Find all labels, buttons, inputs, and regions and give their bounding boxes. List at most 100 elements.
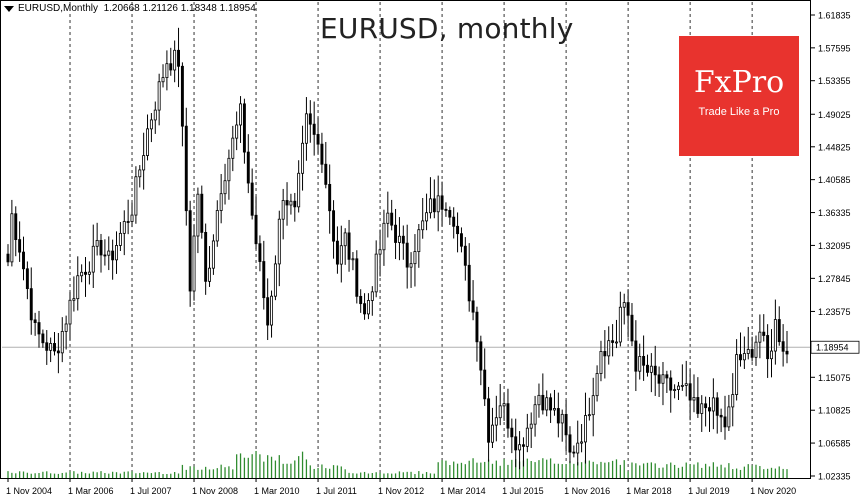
candle-body bbox=[580, 441, 584, 444]
candle-body bbox=[332, 210, 336, 242]
candle-body bbox=[87, 271, 91, 275]
candle-body bbox=[498, 405, 502, 419]
candle-body bbox=[29, 288, 33, 321]
candle-body bbox=[84, 271, 87, 275]
candle-body bbox=[677, 385, 680, 390]
symbol-info: EURUSD,Monthly 1.20668 1.21126 1.18348 1… bbox=[18, 3, 256, 14]
candle-body bbox=[510, 427, 514, 438]
candle-body bbox=[254, 214, 258, 245]
candle-body bbox=[669, 377, 673, 391]
candle-body bbox=[626, 302, 630, 316]
candle-body bbox=[545, 397, 549, 411]
candle-body bbox=[68, 299, 72, 325]
x-tick-label: 1 Jul 2019 bbox=[688, 486, 730, 496]
y-tick-label: 1.15075 bbox=[818, 373, 851, 383]
candle-body bbox=[277, 218, 281, 265]
candle-body bbox=[421, 220, 425, 231]
candle-body bbox=[521, 444, 525, 447]
candle-body bbox=[587, 414, 591, 417]
candle-body bbox=[215, 210, 219, 242]
candle-body bbox=[754, 341, 758, 358]
candle-body bbox=[723, 416, 727, 428]
candle-body bbox=[41, 333, 45, 344]
logo-tagline: Trade Like a Pro bbox=[698, 106, 780, 118]
candle-body bbox=[227, 157, 231, 182]
candle-body bbox=[165, 63, 169, 79]
candle-body bbox=[56, 350, 60, 354]
candle-body bbox=[231, 137, 235, 159]
candle-body bbox=[661, 374, 665, 384]
candle-body bbox=[146, 128, 149, 156]
x-tick-label: 1 Mar 2014 bbox=[440, 486, 486, 496]
candle-body bbox=[273, 263, 277, 297]
y-tick-label: 1.40585 bbox=[818, 175, 851, 185]
candle-body bbox=[242, 103, 246, 153]
candle-body bbox=[502, 403, 506, 407]
candle-body bbox=[33, 319, 37, 323]
candle-body bbox=[440, 195, 444, 210]
candle-body bbox=[576, 442, 580, 454]
candle-body bbox=[262, 261, 266, 299]
candle-body bbox=[680, 384, 684, 387]
candle-body bbox=[762, 331, 766, 336]
candle-body bbox=[374, 253, 378, 293]
candle-body bbox=[304, 113, 308, 144]
candle-body bbox=[196, 193, 200, 237]
y-tick-label: 1.57595 bbox=[818, 43, 851, 53]
candle-body bbox=[735, 354, 739, 395]
fxpro-logo: FxPro Trade Like a Pro bbox=[679, 36, 799, 156]
candle-body bbox=[742, 353, 746, 361]
candle-body bbox=[564, 413, 568, 436]
candle-body bbox=[642, 356, 646, 366]
candle-body bbox=[518, 444, 522, 451]
time-axis: 1 Nov 2004 1 Mar 2006 1 Jul 2007 1 Nov 2008… bbox=[6, 478, 796, 496]
candle-body bbox=[153, 109, 157, 121]
candle-body bbox=[409, 263, 413, 268]
candle-body bbox=[250, 182, 254, 216]
candle-body bbox=[692, 397, 696, 401]
candle-body bbox=[611, 340, 615, 343]
candle-body bbox=[758, 331, 762, 343]
candle-body bbox=[347, 232, 351, 260]
candle-body bbox=[704, 403, 708, 409]
candle-body bbox=[401, 235, 405, 244]
candle-body bbox=[673, 389, 677, 391]
x-tick-label: 1 Nov 2012 bbox=[378, 486, 424, 496]
candle-body bbox=[122, 221, 126, 234]
candle-body bbox=[126, 221, 130, 223]
candle-body bbox=[750, 349, 754, 358]
x-tick-label: 1 Nov 2004 bbox=[6, 486, 52, 496]
candle-body bbox=[479, 341, 483, 371]
candle-body bbox=[180, 65, 184, 127]
dropdown-arrow-icon[interactable] bbox=[4, 6, 14, 12]
candle-body bbox=[173, 49, 177, 71]
candle-body bbox=[657, 374, 661, 384]
candle-body bbox=[45, 342, 49, 351]
candle-body bbox=[552, 408, 556, 411]
candle-body bbox=[281, 200, 285, 220]
candle-body bbox=[289, 200, 293, 206]
candle-body bbox=[10, 213, 14, 263]
candle-body bbox=[483, 369, 487, 400]
candle-body bbox=[200, 193, 204, 233]
candle-body bbox=[25, 268, 29, 290]
logo-name: FxPro bbox=[693, 65, 785, 100]
candle-body bbox=[351, 258, 355, 261]
candle-body bbox=[184, 125, 188, 212]
candle-body bbox=[95, 240, 99, 247]
candle-body bbox=[14, 213, 18, 241]
candle-body bbox=[425, 212, 429, 222]
candle-body bbox=[785, 350, 789, 355]
candle-body bbox=[293, 200, 297, 208]
candle-body bbox=[378, 249, 382, 255]
x-tick-label: 1 Jul 2007 bbox=[130, 486, 172, 496]
candle-body bbox=[355, 258, 359, 297]
candle-body bbox=[746, 349, 750, 354]
candle-body bbox=[715, 397, 719, 416]
y-tick-label: 1.23575 bbox=[818, 307, 851, 317]
candle-body bbox=[335, 240, 339, 265]
candle-body bbox=[711, 397, 715, 412]
x-tick-label: 1 Mar 2018 bbox=[626, 486, 672, 496]
x-tick-label: 1 Nov 2020 bbox=[750, 486, 796, 496]
candle-body bbox=[64, 323, 68, 332]
